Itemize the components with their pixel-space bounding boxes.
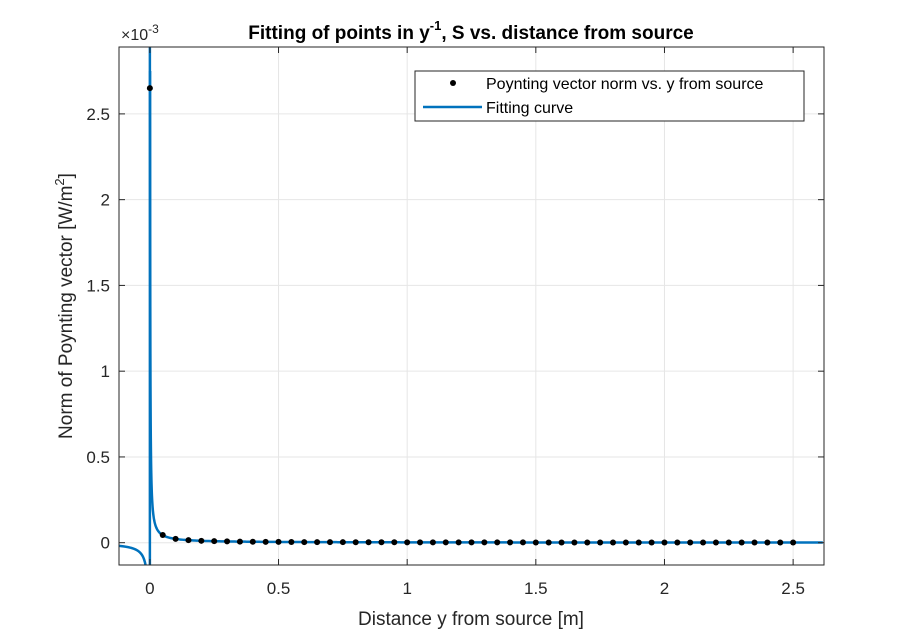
data-point — [687, 539, 694, 546]
legend-label-line: Fitting curve — [486, 100, 573, 117]
data-point — [777, 539, 784, 546]
y-axis-label-superscript: 2 — [52, 178, 67, 185]
plot-area — [119, 47, 824, 565]
data-point — [494, 539, 501, 546]
y-tick-label: 2.5 — [86, 105, 110, 124]
tick-layer: 0 0.5 1 1.5 2 2.5 0 0.5 1 1.5 2 2.5 — [86, 47, 824, 598]
data-point — [597, 539, 604, 546]
data-point — [751, 539, 758, 546]
data-point — [455, 539, 462, 546]
data-point — [288, 538, 295, 545]
data-point — [224, 538, 231, 545]
x-tick-label: 2 — [660, 579, 669, 598]
data-point — [172, 535, 179, 542]
y-tick-label: 0 — [101, 534, 110, 553]
data-point — [622, 539, 629, 546]
data-point — [545, 539, 552, 546]
data-point — [661, 539, 668, 546]
data-point — [417, 539, 424, 546]
data-point — [725, 539, 732, 546]
chart-title-superscript: -1 — [430, 18, 442, 33]
x-tick-label: 0 — [145, 579, 154, 598]
x-tick-label: 1 — [402, 579, 411, 598]
data-point — [610, 539, 617, 546]
y-axis-label: Norm of Poynting vector [W/m2] — [52, 173, 77, 439]
data-point — [468, 539, 475, 546]
data-point — [507, 539, 514, 546]
y-tick-label: 1.5 — [86, 276, 110, 295]
y-axis-label-prefix: Norm of Poynting vector [W/m — [56, 186, 77, 439]
data-point — [249, 538, 256, 545]
fit-curve-negative-branch — [119, 544, 147, 565]
legend-box — [414, 70, 805, 122]
data-point — [712, 539, 719, 546]
chart-title-suffix: , S vs. distance from source — [441, 23, 693, 44]
data-point — [365, 539, 372, 546]
data-point — [146, 85, 153, 92]
data-point — [275, 538, 282, 545]
data-point — [262, 538, 269, 545]
y-tick-label: 0.5 — [86, 448, 110, 467]
legend: Poynting vector norm vs. y from source F… — [414, 70, 805, 122]
data-point — [558, 539, 565, 546]
data-point — [198, 537, 205, 544]
y-tick-label: 2 — [101, 191, 110, 210]
data-point — [790, 539, 797, 546]
data-point — [352, 539, 359, 546]
data-point — [584, 539, 591, 546]
legend-marker-points — [450, 80, 456, 86]
data-point — [236, 538, 243, 545]
data-point — [674, 539, 681, 546]
data-point — [700, 539, 707, 546]
data-point — [391, 539, 398, 546]
x-tick-label: 1.5 — [524, 579, 548, 598]
data-point — [635, 539, 642, 546]
data-point — [764, 539, 771, 546]
y-tick-label: 1 — [101, 362, 110, 381]
data-point — [314, 539, 321, 546]
data-point — [519, 539, 526, 546]
data-point — [339, 539, 346, 546]
data-point — [301, 539, 308, 546]
data-point — [429, 539, 436, 546]
grid-layer — [119, 47, 824, 565]
data-layer — [119, 47, 823, 565]
data-point — [378, 539, 385, 546]
data-point — [648, 539, 655, 546]
data-point — [211, 538, 218, 545]
y-axis-exponent-base: ×10 — [121, 27, 148, 44]
x-axis-label: Distance y from source [m] — [358, 609, 584, 630]
chart-title: Fitting of points in y-1, S vs. distance… — [248, 18, 693, 44]
y-axis-exponent: ×10-3 — [121, 22, 159, 44]
data-point — [185, 537, 192, 544]
data-point — [404, 539, 411, 546]
data-point — [481, 539, 488, 546]
axes-box — [118, 46, 825, 566]
data-point — [442, 539, 449, 546]
data-point — [532, 539, 539, 546]
data-point — [571, 539, 578, 546]
data-point — [159, 531, 166, 538]
y-axis-label-suffix: ] — [56, 173, 77, 178]
x-tick-label: 0.5 — [267, 579, 291, 598]
x-tick-label: 2.5 — [781, 579, 805, 598]
data-point — [326, 539, 333, 546]
data-point — [738, 539, 745, 546]
legend-label-points: Poynting vector norm vs. y from source — [486, 76, 764, 93]
chart-title-prefix: Fitting of points in y — [248, 23, 430, 44]
y-axis-exponent-power: -3 — [148, 22, 159, 36]
